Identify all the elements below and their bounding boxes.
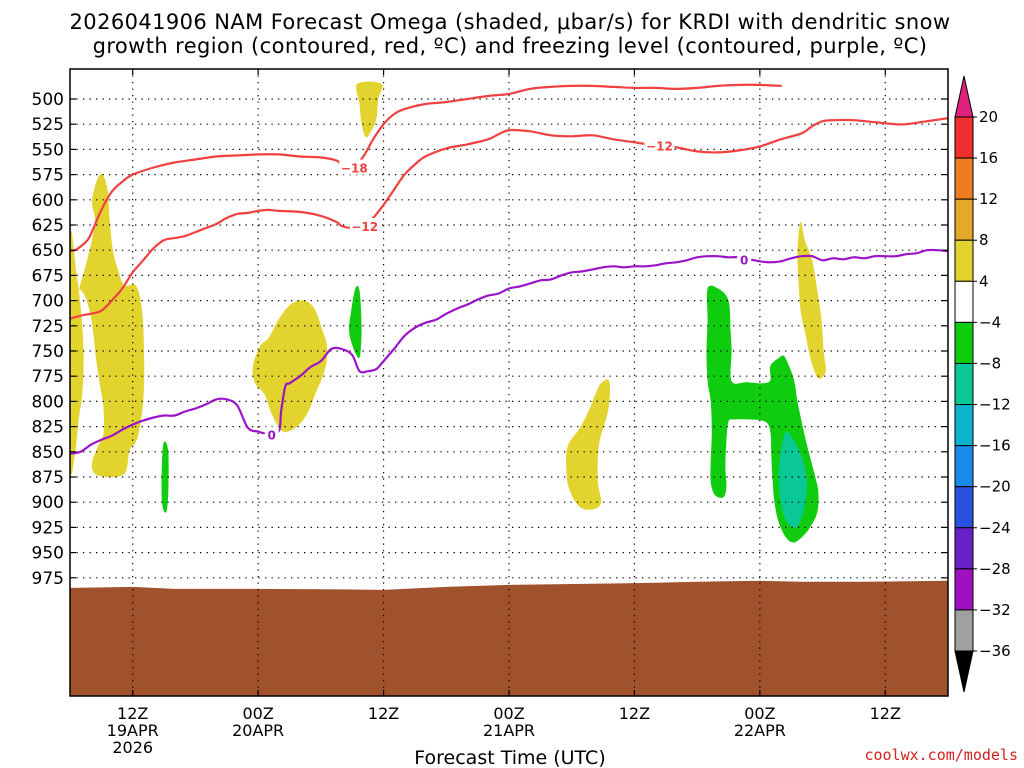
x-tick-label-66-0: 00Z — [744, 704, 775, 723]
contour-label-0: −18 — [341, 162, 368, 176]
chart-title-line2: growth region (contoured, red, ºC) and f… — [93, 34, 928, 58]
colorbar-bin-8 — [954, 445, 974, 488]
chart-title-line1: 2026041906 NAM Forecast Omega (shaded, μ… — [70, 10, 951, 34]
colorbar-label-7: −12 — [979, 396, 1011, 414]
y-tick-label-625: 625 — [32, 216, 64, 236]
colorbar-bin-2 — [954, 198, 974, 241]
x-tick-label-6-2: 2026 — [112, 738, 153, 757]
y-tick-label-900: 900 — [32, 493, 64, 513]
y-tick-label-775: 775 — [32, 367, 64, 387]
freezing-level — [70, 248, 948, 455]
y-axis-ticks: 500 525 550 575 600 625 650 675 700 725 750 775 800 8… — [32, 90, 948, 589]
colorbar-bin-10 — [954, 527, 974, 570]
x-tick-label-66-1: 22APR — [734, 721, 786, 740]
y-tick-label-875: 875 — [32, 468, 64, 488]
colorbar-bin-12 — [954, 609, 974, 652]
colorbar-label-13: −36 — [979, 642, 1011, 660]
colorbar-label-1: 16 — [979, 149, 998, 167]
colorbar-bin-7 — [954, 404, 974, 447]
dgz-upper-12c — [70, 83, 782, 252]
y-tick-label-600: 600 — [32, 191, 64, 211]
contour-lines — [70, 83, 948, 455]
y-tick-label-725: 725 — [32, 317, 64, 337]
y-tick-label-575: 575 — [32, 166, 64, 186]
colorbar-label-4: 4 — [979, 272, 989, 290]
x-tick-label-6-0: 12Z — [117, 704, 148, 723]
x-tick-label-18-1: 20APR — [232, 721, 284, 740]
contour-label-2: −12 — [646, 139, 673, 153]
contour-label-1: −12 — [351, 220, 378, 234]
x-tick-label-42-0: 00Z — [493, 704, 524, 723]
colorbar-label-0: 20 — [979, 108, 998, 126]
sinking-cell-3 — [252, 300, 328, 433]
contour-label-4: 0 — [740, 253, 748, 267]
colorbar-bin-9 — [954, 486, 974, 529]
site-credit: coolwx.com/models — [864, 746, 1018, 764]
colorbar-label-2: 12 — [979, 190, 998, 208]
x-tick-label-42-1: 21APR — [483, 721, 535, 740]
y-tick-label-700: 700 — [32, 292, 64, 312]
colorbar-label-11: −28 — [979, 560, 1011, 578]
rising-cell-2 — [349, 285, 362, 359]
colorbar-bin-0 — [954, 116, 974, 159]
y-tick-label-650: 650 — [32, 241, 64, 261]
colorbar-label-9: −20 — [979, 478, 1011, 496]
below-ground-band — [70, 580, 948, 696]
y-tick-label-825: 825 — [32, 418, 64, 438]
contour-label-bg-4 — [737, 251, 752, 267]
colorbar-bin-1 — [954, 157, 974, 200]
x-tick-label-78-0: 12Z — [870, 704, 901, 723]
y-tick-label-500: 500 — [32, 90, 64, 110]
colorbar: 20 16 12 8 4 −4 −8 −12 −16 −20 −24 −28 −32 −36 — [954, 75, 1011, 693]
colorbar-bin-3 — [954, 239, 974, 282]
x-tick-label-30-0: 12Z — [368, 704, 399, 723]
contour-label-bg-3 — [264, 426, 279, 442]
sinking-band-2 — [70, 230, 84, 475]
y-tick-label-675: 675 — [32, 266, 64, 286]
colorbar-bin-4 — [954, 280, 974, 323]
y-tick-label-950: 950 — [32, 544, 64, 564]
dgz-lower-18c — [70, 117, 948, 320]
colorbar-bin-11 — [954, 568, 974, 611]
y-tick-label-850: 850 — [32, 443, 64, 463]
colorbar-label-6: −8 — [979, 354, 1001, 372]
contour-label-bg-2 — [644, 137, 675, 153]
y-tick-label-750: 750 — [32, 342, 64, 362]
rising-core-teal — [778, 431, 807, 529]
rising-cell-1 — [161, 441, 169, 513]
y-tick-label-925: 925 — [32, 518, 64, 538]
contour-label-bg-1 — [349, 218, 380, 234]
contour-labels: −18 −12 −12 0 0 — [264, 137, 752, 443]
colorbar-bin-5 — [954, 321, 974, 364]
colorbar-label-5: −4 — [979, 313, 1001, 331]
sinking-band-1 — [79, 174, 145, 478]
colorbar-top-arrow — [954, 75, 974, 118]
y-tick-label-550: 550 — [32, 140, 64, 160]
omega-shading — [70, 81, 826, 543]
contour-label-3: 0 — [268, 429, 276, 443]
x-tick-label-18-0: 00Z — [242, 704, 273, 723]
colorbar-bin-6 — [954, 362, 974, 406]
y-tick-label-975: 975 — [32, 569, 64, 589]
sinking-cell-4 — [356, 81, 383, 138]
colorbar-bottom-arrow — [954, 650, 974, 693]
y-tick-label-800: 800 — [32, 392, 64, 412]
colorbar-label-8: −16 — [979, 437, 1011, 455]
colorbar-label-12: −32 — [979, 601, 1011, 619]
x-axis-label: Forecast Time (UTC) — [414, 747, 605, 768]
contour-label-bg-0 — [339, 159, 370, 175]
x-tick-label-6-1: 19APR — [107, 721, 159, 740]
ground-layer — [70, 580, 948, 696]
colorbar-label-10: −24 — [979, 519, 1011, 537]
x-tick-label-54-0: 12Z — [619, 704, 650, 723]
colorbar-label-3: 8 — [979, 231, 989, 249]
y-tick-label-525: 525 — [32, 115, 64, 135]
